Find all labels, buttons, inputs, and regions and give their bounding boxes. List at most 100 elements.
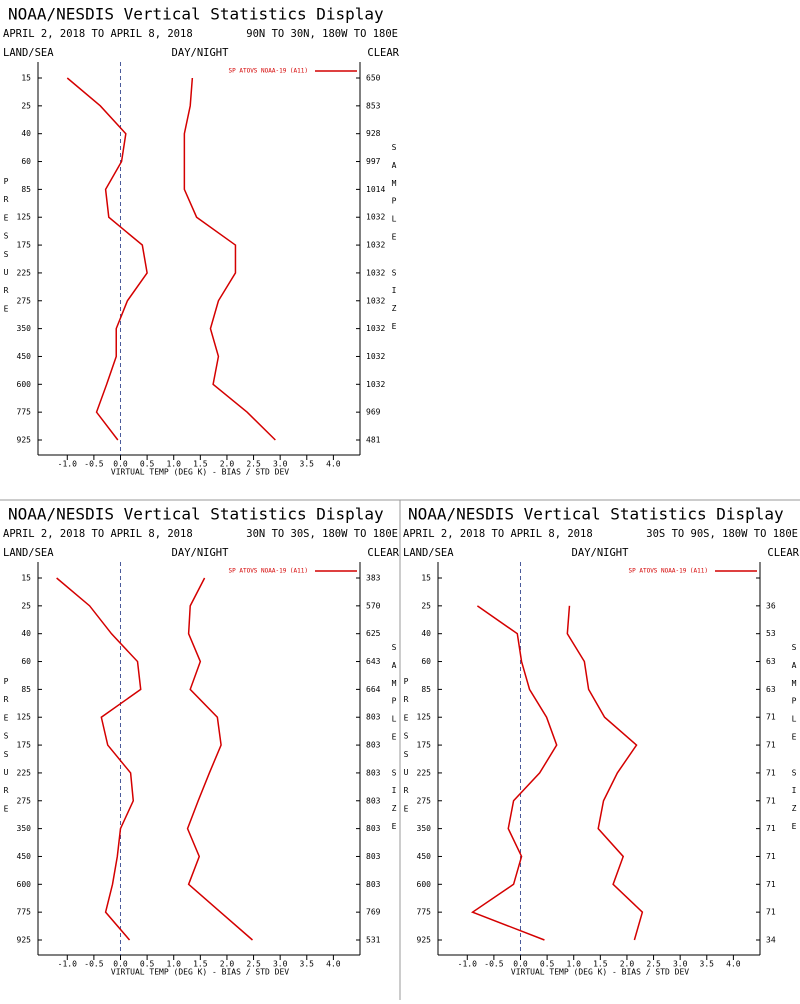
x-tick-label: 0.0 — [513, 960, 528, 969]
x-tick-label: 1.0 — [166, 960, 181, 969]
x-tick-label: 1.0 — [566, 960, 581, 969]
sample-size: 481 — [366, 436, 381, 445]
x-axis-label: VIRTUAL TEMP (DEG K) - BIAS / STD DEV — [511, 968, 689, 977]
x-tick-label: -1.0 — [58, 960, 77, 969]
sample-size: 34 — [766, 936, 776, 945]
panel: NOAA/NESDIS Vertical Statistics Display A… — [3, 5, 400, 477]
x-tick-label: 0.5 — [140, 960, 155, 969]
clear: CLEAR — [367, 47, 399, 59]
sample-size: 803 — [366, 852, 381, 861]
sample-size: 1032 — [366, 213, 385, 222]
x-tick-label: 0.5 — [540, 960, 555, 969]
bias-line — [56, 577, 142, 941]
x-tick-label: 3.0 — [673, 960, 688, 969]
sample-size: 1032 — [366, 380, 385, 389]
y-tick-label: 225 — [417, 768, 432, 777]
sample-size: 71 — [766, 880, 776, 889]
y-tick-label: 25 — [21, 601, 31, 610]
clear: CLEAR — [767, 547, 799, 559]
sample-size: 1032 — [366, 296, 385, 305]
x-tick-label: 4.0 — [326, 460, 341, 469]
y-tick-label: 15 — [21, 574, 31, 583]
x-tick-label: 1.0 — [166, 460, 181, 469]
sample-size: 53 — [766, 629, 776, 638]
chart-title: NOAA/NESDIS Vertical Statistics Display — [408, 505, 784, 524]
y-tick-label: 350 — [17, 324, 32, 333]
y-tick-label: 85 — [421, 685, 431, 694]
y-tick-label: 925 — [17, 436, 32, 445]
chart-title: NOAA/NESDIS Vertical Statistics Display — [8, 5, 384, 24]
y-tick-label: 275 — [17, 796, 32, 805]
y-tick-label: 450 — [17, 352, 32, 361]
y-tick-label: 175 — [417, 741, 432, 750]
y-tick-label: 275 — [417, 796, 432, 805]
land-sea: LAND/SEA — [3, 47, 54, 59]
x-tick-label: 3.5 — [700, 960, 715, 969]
y-tick-label: 350 — [417, 824, 432, 833]
x-tick-label: 0.0 — [113, 460, 128, 469]
panel: NOAA/NESDIS Vertical Statistics Display A… — [3, 505, 400, 977]
y-tick-label: 125 — [17, 713, 32, 722]
day-night: DAY/NIGHT — [172, 547, 230, 559]
x-tick-label: 3.5 — [300, 460, 315, 469]
sample-size: 383 — [366, 574, 381, 583]
x-tick-label: 0.0 — [113, 960, 128, 969]
sample-size: 664 — [366, 685, 381, 694]
region: 90N TO 30N, 180W TO 180E — [246, 28, 398, 40]
y-tick-label: 25 — [21, 101, 31, 110]
y-tick-label: 600 — [17, 380, 32, 389]
region: 30N TO 30S, 180W TO 180E — [246, 528, 398, 540]
sample-size: 1032 — [366, 352, 385, 361]
x-tick-label: -1.0 — [458, 960, 477, 969]
x-tick-label: 2.5 — [246, 460, 261, 469]
subtitle: APRIL 2, 2018 TO APRIL 8, 2018 — [3, 28, 193, 40]
land-sea: LAND/SEA — [3, 547, 54, 559]
x-tick-label: 2.5 — [646, 960, 661, 969]
bias-line — [66, 77, 148, 441]
y-tick-label: 225 — [17, 768, 32, 777]
sample-size: 625 — [366, 629, 381, 638]
sample-size: 71 — [766, 908, 776, 917]
y-tick-label: 125 — [17, 213, 32, 222]
y-tick-label: 925 — [417, 936, 432, 945]
x-tick-label: 2.0 — [220, 460, 235, 469]
sample-size: 803 — [366, 768, 381, 777]
y-tick-label: 85 — [21, 685, 31, 694]
land-sea: LAND/SEA — [403, 547, 454, 559]
y-tick-label: 60 — [21, 157, 31, 166]
y-tick-label: 925 — [17, 936, 32, 945]
chart-title: NOAA/NESDIS Vertical Statistics Display — [8, 505, 384, 524]
region: 30S TO 90S, 180W TO 180E — [646, 528, 798, 540]
sample-size: 570 — [366, 601, 381, 610]
sample-size: 969 — [366, 408, 381, 417]
sample-size: 803 — [366, 713, 381, 722]
x-tick-label: 2.0 — [220, 960, 235, 969]
y-tick-label: 600 — [17, 880, 32, 889]
y-tick-label: 275 — [17, 296, 32, 305]
sample-size: 650 — [366, 74, 381, 83]
x-tick-label: 1.5 — [193, 460, 208, 469]
y-tick-label: 775 — [17, 408, 32, 417]
y-tick-label: 225 — [17, 268, 32, 277]
x-axis-label: VIRTUAL TEMP (DEG K) - BIAS / STD DEV — [111, 468, 289, 477]
y-tick-label: 600 — [417, 880, 432, 889]
sample-size: 1032 — [366, 324, 385, 333]
sample-size: 803 — [366, 824, 381, 833]
std-dev-line — [183, 77, 276, 441]
sample-size: 803 — [366, 741, 381, 750]
sample-size: 63 — [766, 657, 776, 666]
y-tick-label: 40 — [21, 129, 31, 138]
x-tick-label: -0.5 — [84, 460, 103, 469]
sample-size: 71 — [766, 824, 776, 833]
x-axis-label: VIRTUAL TEMP (DEG K) - BIAS / STD DEV — [111, 968, 289, 977]
sample-size: 531 — [366, 936, 381, 945]
y-tick-label: 15 — [421, 574, 431, 583]
bias-line — [470, 605, 558, 941]
x-tick-label: 3.0 — [273, 960, 288, 969]
x-tick-label: 4.0 — [326, 960, 341, 969]
x-tick-label: 1.5 — [193, 960, 208, 969]
clear: CLEAR — [367, 547, 399, 559]
